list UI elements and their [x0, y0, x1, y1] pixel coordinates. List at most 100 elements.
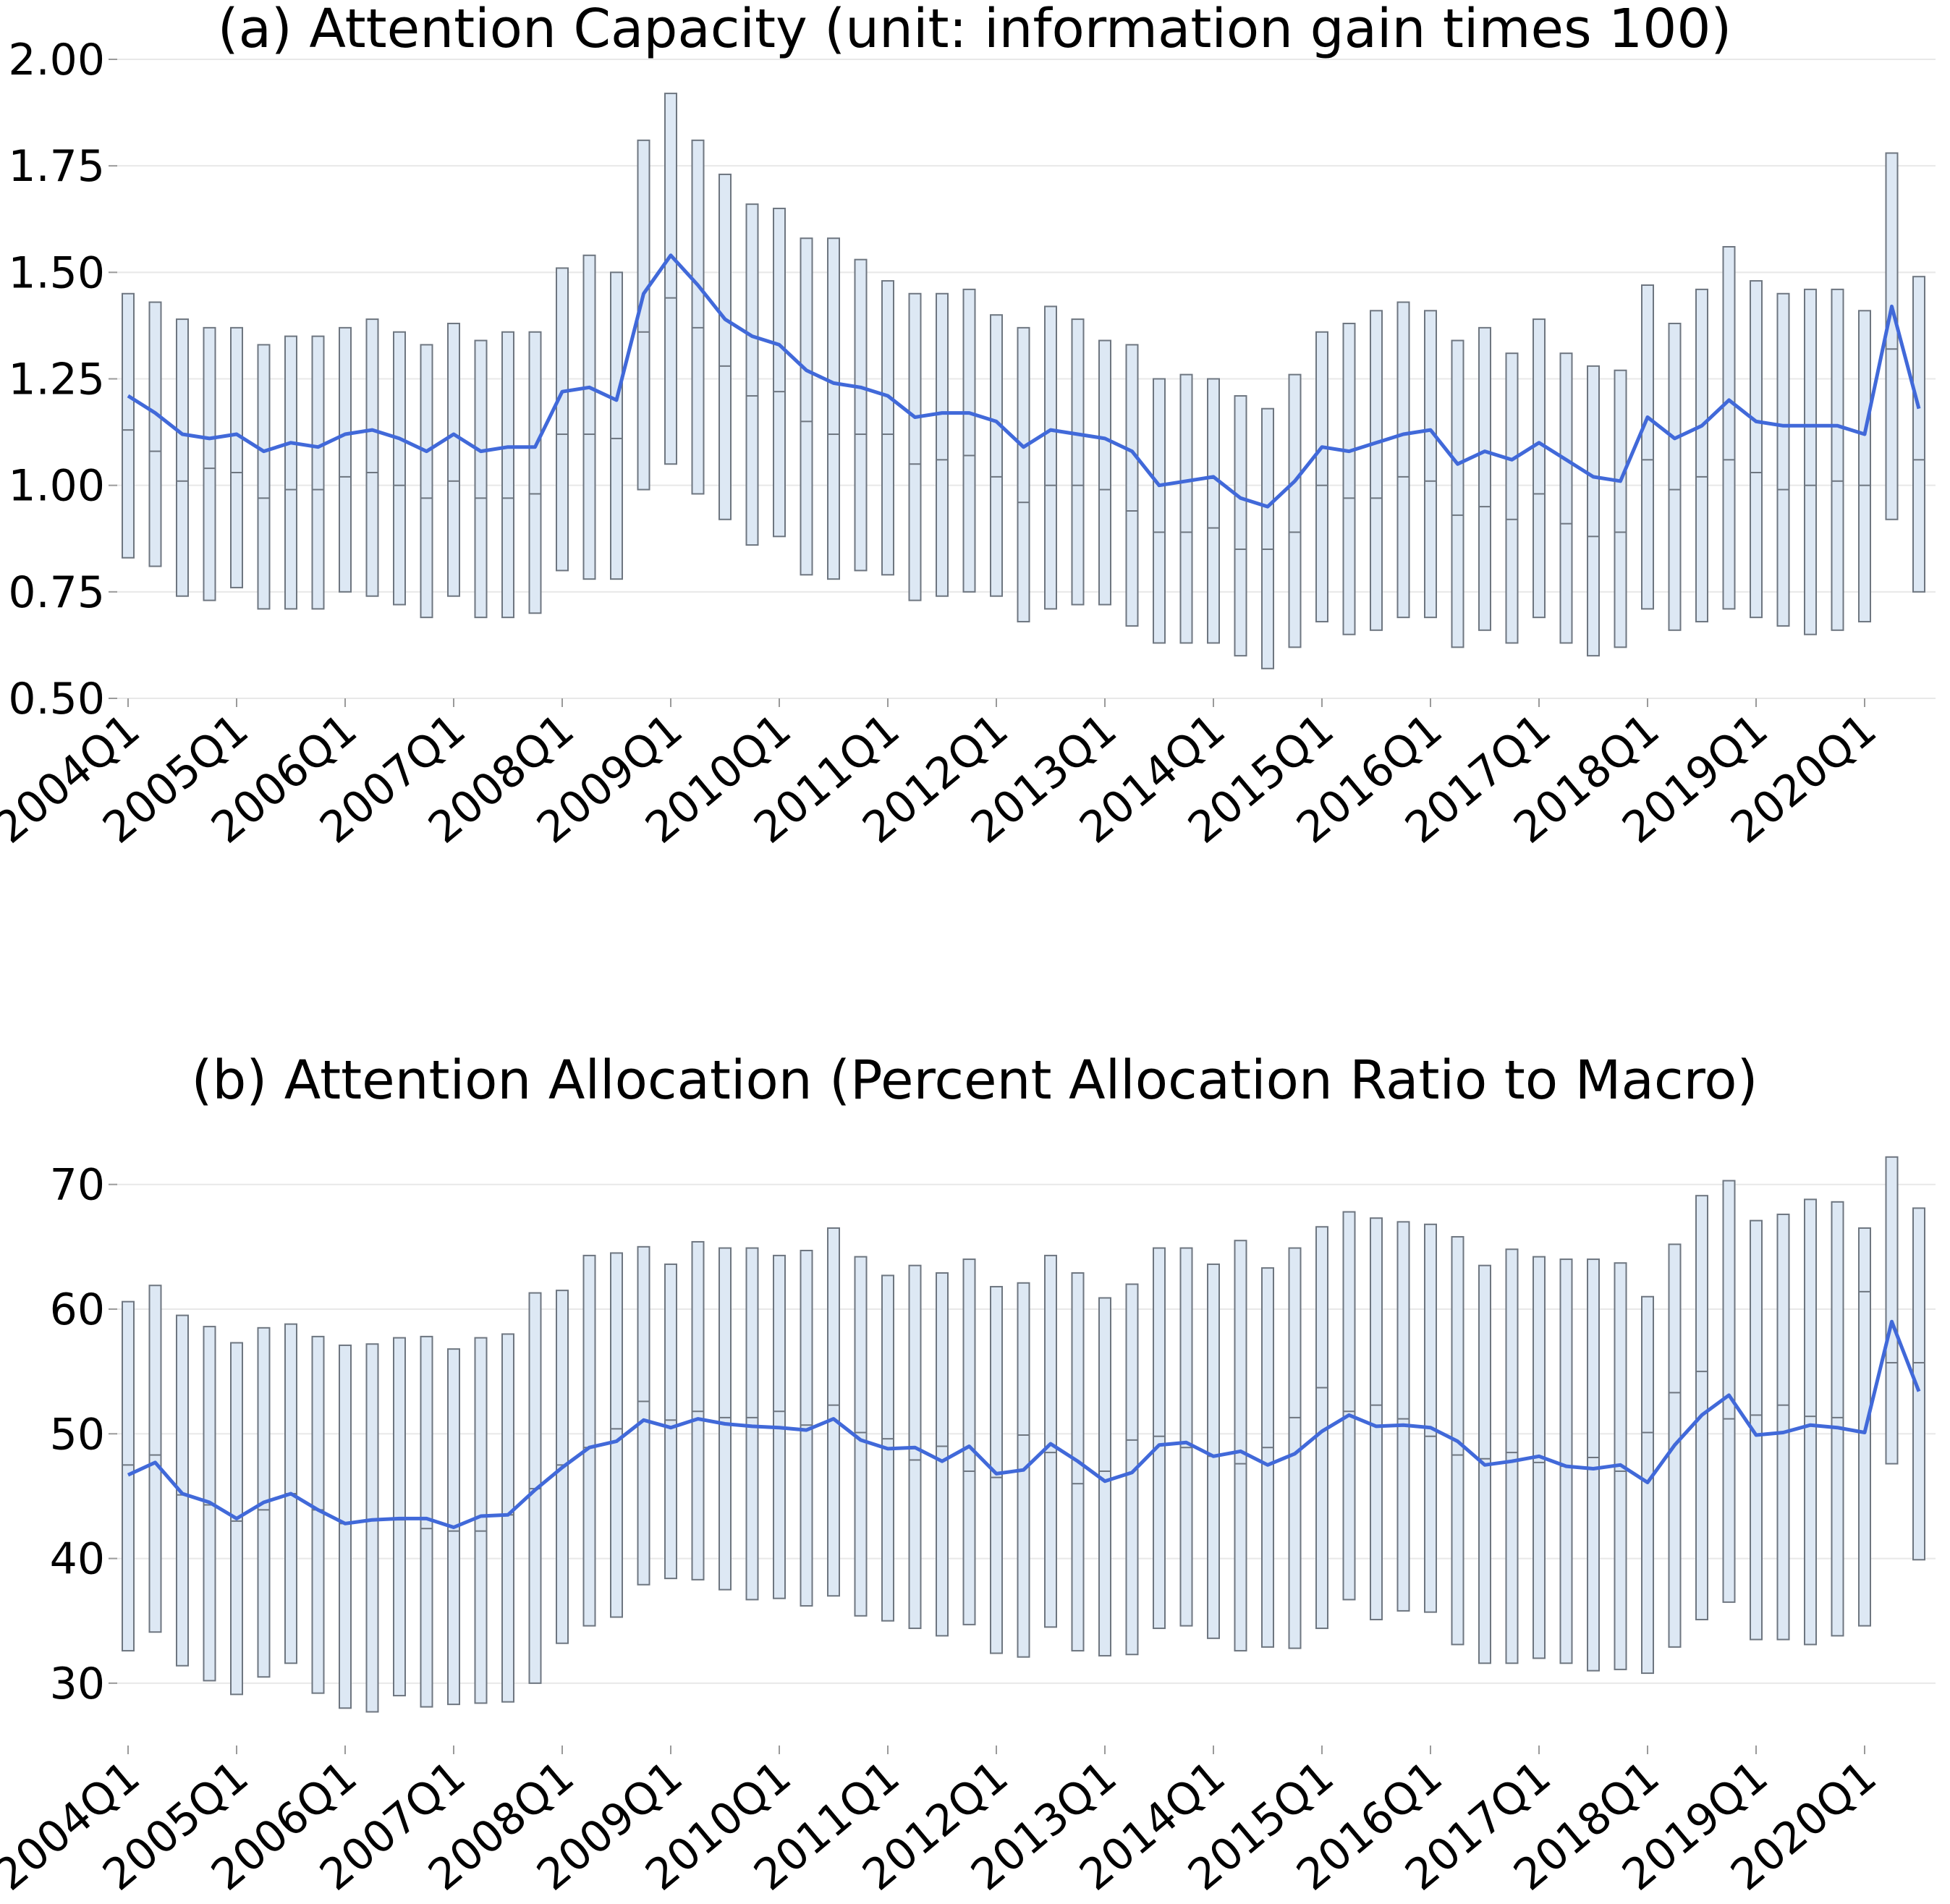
box [1776, 1214, 1790, 1641]
y-tick-label: 1.50 [8, 247, 105, 298]
box [854, 258, 868, 572]
box [1641, 284, 1654, 610]
box [1315, 331, 1328, 623]
y-tick-label: 40 [50, 1534, 105, 1585]
y-tick-label: 1.25 [8, 355, 105, 405]
box [1776, 292, 1790, 627]
box [1098, 339, 1111, 606]
box [827, 1227, 840, 1597]
box [1912, 1207, 1925, 1561]
box [1858, 310, 1871, 623]
box [1587, 365, 1600, 657]
panel-b-title: (b) Attention Allocation (Percent Alloca… [192, 1049, 1758, 1112]
mean-series-line [127, 253, 1921, 509]
box [1695, 1195, 1708, 1620]
box [311, 335, 325, 610]
box [1424, 1223, 1437, 1613]
box [339, 1344, 352, 1709]
y-tick-label: 30 [50, 1659, 105, 1709]
box [1912, 276, 1925, 593]
box [745, 203, 759, 546]
box [1234, 1240, 1247, 1652]
box [1288, 373, 1302, 648]
panel-a-title: (a) Attention Capacity (unit: informatio… [218, 0, 1732, 60]
box [664, 1263, 677, 1580]
box [1804, 288, 1817, 635]
box [1424, 310, 1437, 619]
box [1370, 310, 1383, 631]
box [1179, 373, 1193, 644]
box [203, 326, 216, 601]
box [908, 292, 922, 601]
box [1668, 322, 1682, 631]
box [1505, 352, 1519, 644]
box [1342, 1211, 1356, 1601]
box [1831, 1201, 1844, 1637]
box [148, 1285, 162, 1633]
box [501, 1333, 514, 1703]
box [637, 1245, 650, 1586]
box [528, 331, 542, 614]
box [176, 318, 189, 597]
box [284, 335, 297, 610]
box [718, 173, 732, 520]
box [1370, 1217, 1383, 1620]
box [1559, 1258, 1573, 1664]
box [582, 254, 596, 580]
box [1478, 326, 1491, 631]
box [827, 237, 840, 580]
box [1831, 288, 1844, 631]
box [1207, 378, 1220, 644]
box [1885, 1156, 1899, 1465]
y-tick-label: 0.50 [8, 674, 105, 724]
box [773, 208, 786, 538]
box [582, 1254, 596, 1627]
box [122, 292, 135, 559]
box [1153, 1247, 1166, 1630]
y-tick-label: 2.00 [8, 35, 105, 85]
box [745, 1247, 759, 1601]
box [365, 318, 379, 597]
y-tick-label: 1.75 [8, 141, 105, 192]
box [990, 314, 1003, 597]
box [1750, 1219, 1763, 1641]
box [1451, 339, 1464, 648]
y-tick-label: 70 [50, 1160, 105, 1211]
box [691, 139, 705, 495]
box [1396, 301, 1410, 619]
panel-a-attention-capacity: (a) Attention Capacity (unit: informatio… [0, 0, 1936, 854]
box [1179, 1247, 1193, 1627]
box [1234, 395, 1247, 657]
box [230, 326, 243, 588]
box [1722, 1180, 1736, 1603]
box [393, 1337, 406, 1697]
box [936, 1272, 949, 1637]
box [610, 271, 623, 580]
box [800, 237, 813, 576]
box [420, 344, 433, 619]
box [1695, 288, 1708, 623]
box [1261, 407, 1274, 669]
box [339, 326, 352, 593]
box [1804, 1198, 1817, 1646]
y-tick-label: 1.00 [8, 461, 105, 512]
box [1207, 1263, 1220, 1639]
box [610, 1252, 623, 1618]
panel-b-attention-allocation: (b) Attention Allocation (Percent Alloca… [0, 1049, 1936, 1901]
box [447, 322, 460, 597]
box [474, 1337, 488, 1704]
box [664, 93, 677, 465]
box [501, 331, 514, 619]
box [556, 267, 569, 572]
box [474, 339, 488, 619]
box [1071, 318, 1085, 606]
box [1017, 326, 1030, 623]
box [1153, 378, 1166, 644]
y-tick-label: 50 [50, 1409, 105, 1460]
box [936, 292, 949, 597]
box [393, 331, 406, 606]
box [1885, 152, 1899, 520]
box [148, 301, 162, 567]
mean-series-line [127, 1319, 1921, 1529]
box [962, 288, 976, 593]
